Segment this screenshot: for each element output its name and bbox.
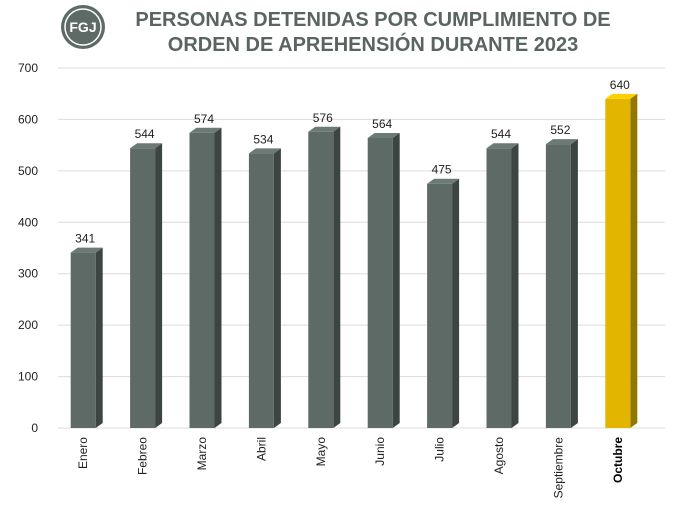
data-label: 544 xyxy=(491,127,511,141)
bar xyxy=(605,93,638,428)
bar-top xyxy=(545,139,578,145)
y-tick-label: 400 xyxy=(18,215,38,229)
logo-text: FGJ xyxy=(69,19,96,35)
data-label: 574 xyxy=(194,112,214,126)
y-tick-label: 300 xyxy=(18,267,38,281)
data-label: 640 xyxy=(610,78,630,92)
bar-top xyxy=(486,143,519,149)
x-tick-label: Enero xyxy=(76,437,90,469)
bar xyxy=(367,132,400,428)
bar xyxy=(248,148,281,428)
x-tick-label: Septiembre xyxy=(551,437,565,499)
y-tick-label: 200 xyxy=(18,318,38,332)
y-tick-label: 500 xyxy=(18,164,38,178)
bar-front xyxy=(189,132,215,429)
logo-badge xyxy=(61,5,105,49)
bar xyxy=(545,139,578,428)
bar-side xyxy=(570,139,578,428)
bar-front xyxy=(130,148,156,428)
data-label: 341 xyxy=(75,232,95,246)
x-tick-label: Marzo xyxy=(195,437,209,471)
bar xyxy=(70,247,103,428)
bar-side xyxy=(452,178,460,428)
bar-front xyxy=(70,252,96,428)
y-tick-label: 700 xyxy=(18,61,38,75)
x-tick-label: Mayo xyxy=(314,437,328,467)
bar-top xyxy=(70,247,103,253)
bar xyxy=(189,127,222,429)
x-tick-label: Octubre xyxy=(611,437,625,483)
data-label: 564 xyxy=(372,117,392,131)
bar-side xyxy=(273,148,281,428)
x-tick-label: Febreo xyxy=(136,437,150,475)
bar xyxy=(130,143,163,428)
bar-front xyxy=(545,144,571,428)
bar-side xyxy=(95,247,103,428)
bar-top xyxy=(605,93,638,99)
bar-front xyxy=(486,148,512,428)
chart-title: ORDEN DE APREHENSIÓN DURANTE 2023 xyxy=(168,32,578,56)
bar-front xyxy=(427,183,453,428)
bar-top xyxy=(248,148,281,154)
bar-front xyxy=(367,137,393,428)
data-label: 475 xyxy=(432,163,452,177)
bar-top xyxy=(189,127,222,133)
x-tick-label: Junio xyxy=(373,437,387,466)
bar-side xyxy=(630,93,638,428)
bar-top xyxy=(130,143,163,149)
y-tick-label: 600 xyxy=(18,112,38,126)
bar-side xyxy=(155,143,163,428)
x-tick-label: Julio xyxy=(433,437,447,462)
bar-side xyxy=(392,132,400,428)
bar-side xyxy=(511,143,519,428)
y-tick-label: 0 xyxy=(31,421,38,435)
bar xyxy=(308,126,341,429)
y-tick-label: 100 xyxy=(18,370,38,384)
data-label: 544 xyxy=(135,127,155,141)
data-label: 576 xyxy=(313,111,333,125)
data-label: 552 xyxy=(550,123,570,137)
logo-ring xyxy=(64,8,102,46)
data-label: 534 xyxy=(253,132,273,146)
bar-front xyxy=(248,153,274,428)
bar-front xyxy=(605,98,631,428)
bar-top xyxy=(308,126,341,132)
bar-top xyxy=(427,178,460,184)
bar-top xyxy=(367,132,400,138)
bar-front xyxy=(308,131,334,428)
bar xyxy=(427,178,460,428)
x-tick-label: Abril xyxy=(254,437,268,461)
bar-side xyxy=(214,127,222,429)
bar-side xyxy=(333,126,341,429)
bar xyxy=(486,143,519,428)
chart-title: PERSONAS DETENIDAS POR CUMPLIMIENTO DE xyxy=(135,9,610,31)
x-tick-label: Agosto xyxy=(492,437,506,475)
